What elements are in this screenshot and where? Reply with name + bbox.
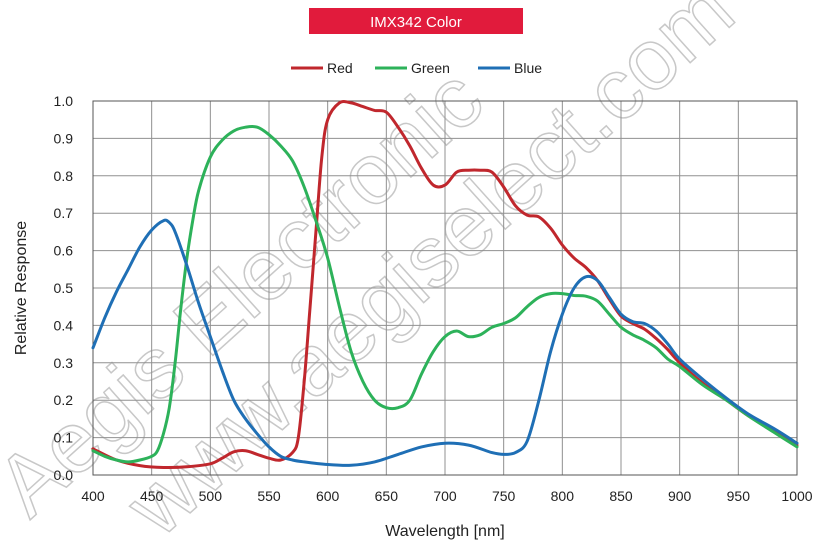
x-tick-label: 600 (316, 488, 340, 504)
x-tick-label: 800 (551, 488, 575, 504)
series-line-blue (91, 218, 799, 467)
legend-label-green: Green (411, 60, 450, 76)
legend-label-red: Red (327, 60, 353, 76)
y-tick-label: 0.9 (54, 130, 74, 146)
y-tick-label: 0.5 (54, 280, 74, 296)
x-tick-label: 850 (609, 488, 633, 504)
title-text: IMX342 Color (370, 14, 462, 31)
x-tick-label: 550 (257, 488, 281, 504)
y-tick-label: 0.3 (54, 355, 74, 371)
y-tick-label: 0.2 (54, 392, 74, 408)
chart-title: IMX342 Color (309, 8, 523, 34)
x-tick-label: 750 (492, 488, 516, 504)
y-tick-label: 0.0 (54, 467, 74, 483)
y-tick-label: 0.4 (54, 317, 74, 333)
y-tick-label: 1.0 (54, 93, 74, 109)
y-tick-label: 0.1 (54, 430, 74, 446)
x-tick-label: 450 (140, 488, 164, 504)
x-tick-labels: 400 450 500 550 600 650 700 750 800 850 900 950 1000 (81, 488, 812, 504)
legend: Red Green Blue (291, 60, 542, 76)
series-line-green (91, 124, 799, 464)
title-background (309, 8, 523, 34)
x-axis-label: Wavelength [nm] (385, 523, 504, 540)
y-tick-labels: 0.0 0.1 0.2 0.3 0.4 0.5 0.6 0.7 0.8 0.9 1.0 (54, 93, 74, 483)
x-tick-label: 1000 (781, 488, 812, 504)
x-tick-label: 950 (727, 488, 751, 504)
y-axis-label: Relative Response (13, 221, 30, 355)
x-tick-label: 650 (375, 488, 399, 504)
x-tick-label: 500 (199, 488, 223, 504)
y-tick-label: 0.6 (54, 243, 74, 259)
y-tick-label: 0.8 (54, 168, 74, 184)
legend-label-blue: Blue (514, 60, 542, 76)
x-tick-label: 700 (433, 488, 457, 504)
plot-frame (92, 100, 798, 476)
y-tick-label: 0.7 (54, 205, 74, 221)
x-tick-label: 400 (81, 488, 105, 504)
series-layer (91, 99, 799, 470)
series-line-red (91, 99, 799, 470)
x-tick-label: 900 (668, 488, 692, 504)
